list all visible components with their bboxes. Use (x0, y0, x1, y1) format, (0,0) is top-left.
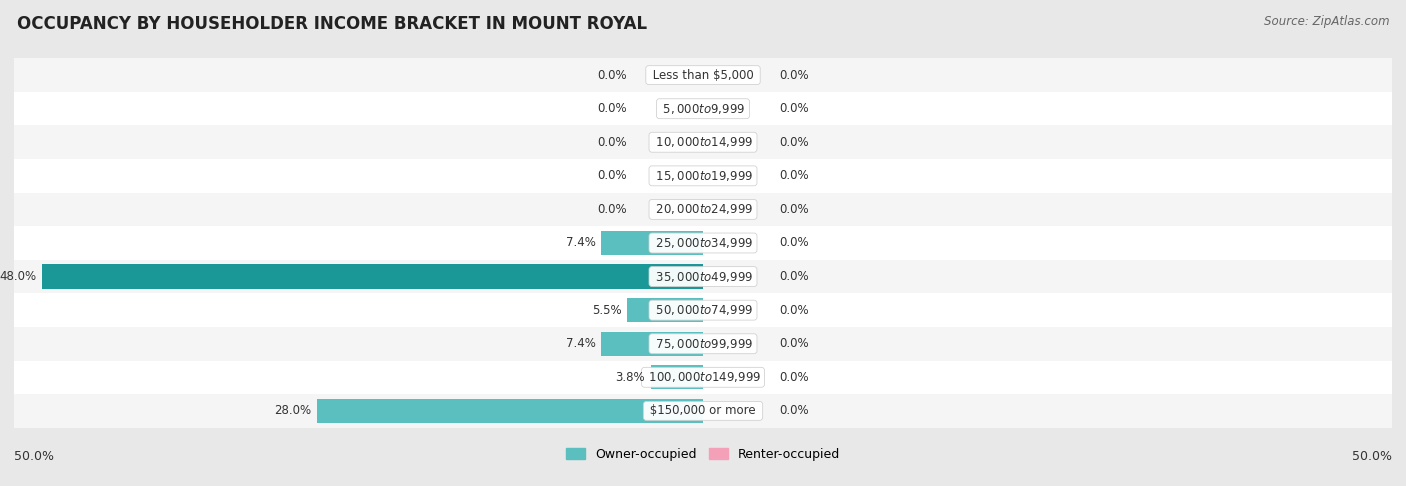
Text: $15,000 to $19,999: $15,000 to $19,999 (652, 169, 754, 183)
Text: 0.0%: 0.0% (779, 404, 808, 417)
Text: 0.0%: 0.0% (779, 69, 808, 82)
Text: 0.0%: 0.0% (779, 337, 808, 350)
Text: $50,000 to $74,999: $50,000 to $74,999 (652, 303, 754, 317)
Text: $75,000 to $99,999: $75,000 to $99,999 (652, 337, 754, 351)
Legend: Owner-occupied, Renter-occupied: Owner-occupied, Renter-occupied (561, 443, 845, 466)
Bar (14, 192, 1392, 226)
Bar (14, 159, 1392, 192)
Text: $25,000 to $34,999: $25,000 to $34,999 (652, 236, 754, 250)
Bar (14, 58, 1392, 92)
Bar (14, 361, 1392, 394)
Text: 0.0%: 0.0% (779, 270, 808, 283)
Text: 0.0%: 0.0% (598, 203, 627, 216)
Text: 0.0%: 0.0% (779, 169, 808, 182)
Text: Source: ZipAtlas.com: Source: ZipAtlas.com (1264, 15, 1389, 28)
Text: 7.4%: 7.4% (565, 237, 596, 249)
Text: 0.0%: 0.0% (779, 203, 808, 216)
Bar (14, 125, 1392, 159)
Bar (318, 399, 703, 423)
Text: 0.0%: 0.0% (779, 102, 808, 115)
Bar (600, 331, 703, 356)
Bar (627, 298, 703, 322)
Bar (14, 327, 1392, 361)
Text: 0.0%: 0.0% (598, 136, 627, 149)
Text: 0.0%: 0.0% (598, 102, 627, 115)
Text: $35,000 to $49,999: $35,000 to $49,999 (652, 270, 754, 283)
Text: Less than $5,000: Less than $5,000 (648, 69, 758, 82)
Text: 0.0%: 0.0% (779, 304, 808, 317)
Text: $5,000 to $9,999: $5,000 to $9,999 (659, 102, 747, 116)
Bar (42, 264, 703, 289)
Text: 50.0%: 50.0% (14, 450, 53, 463)
Text: 0.0%: 0.0% (598, 69, 627, 82)
Bar (651, 365, 703, 389)
Bar (14, 92, 1392, 125)
Text: $10,000 to $14,999: $10,000 to $14,999 (652, 135, 754, 149)
Bar (14, 394, 1392, 428)
Bar (600, 231, 703, 255)
Bar (14, 294, 1392, 327)
Text: 0.0%: 0.0% (779, 136, 808, 149)
Text: OCCUPANCY BY HOUSEHOLDER INCOME BRACKET IN MOUNT ROYAL: OCCUPANCY BY HOUSEHOLDER INCOME BRACKET … (17, 15, 647, 33)
Text: 50.0%: 50.0% (1353, 450, 1392, 463)
Text: 3.8%: 3.8% (616, 371, 645, 384)
Text: 5.5%: 5.5% (592, 304, 621, 317)
Text: $150,000 or more: $150,000 or more (647, 404, 759, 417)
Text: 48.0%: 48.0% (0, 270, 37, 283)
Text: $100,000 to $149,999: $100,000 to $149,999 (644, 370, 762, 384)
Text: 0.0%: 0.0% (779, 371, 808, 384)
Text: 0.0%: 0.0% (598, 169, 627, 182)
Bar (14, 260, 1392, 294)
Text: 0.0%: 0.0% (779, 237, 808, 249)
Text: 28.0%: 28.0% (274, 404, 312, 417)
Bar (14, 226, 1392, 260)
Text: $20,000 to $24,999: $20,000 to $24,999 (652, 203, 754, 216)
Text: 7.4%: 7.4% (565, 337, 596, 350)
